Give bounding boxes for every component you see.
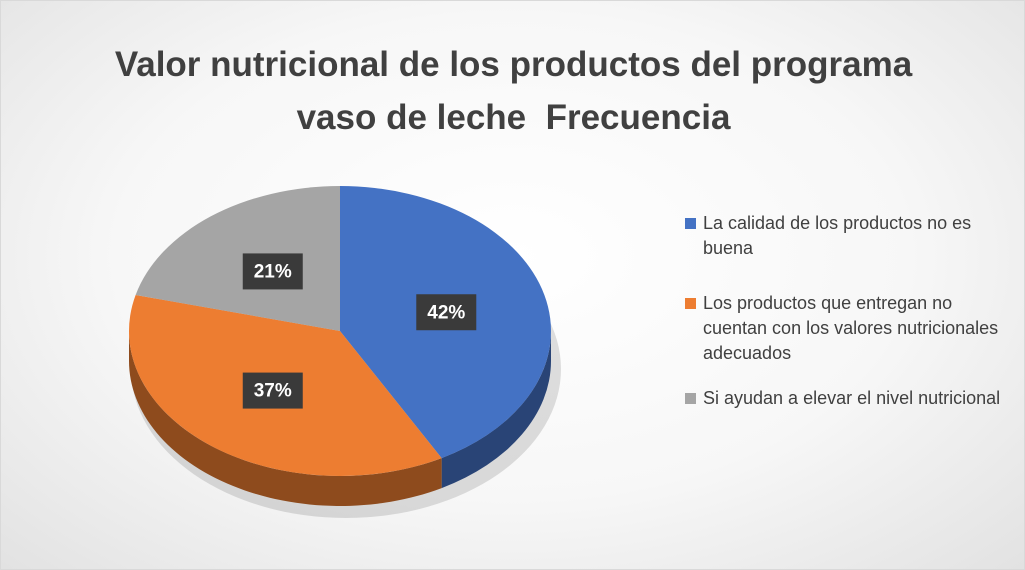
legend: La calidad de los productos no es buena L…: [681, 211, 1011, 441]
legend-entry: La calidad de los productos no es buena: [681, 211, 1011, 261]
chart-title: Valor nutricional de los productos del p…: [114, 45, 922, 137]
data-label: 42%: [427, 302, 465, 323]
legend-swatch: [685, 218, 696, 229]
legend-swatch: [685, 298, 696, 309]
data-label: 21%: [254, 261, 292, 282]
data-label-box: [242, 372, 303, 409]
legend-entry: Los productos que entregan no cuentan co…: [681, 291, 1011, 366]
slice-side: [129, 331, 442, 507]
legend-swatch: [685, 393, 696, 404]
legend-label: Si ayudan a elevar el nivel nutricional: [703, 388, 1001, 408]
data-label-box: [242, 253, 303, 290]
legend-label: La calidad de los productos no es buena: [703, 213, 972, 258]
data-label: 37%: [254, 381, 292, 402]
slice: [135, 186, 340, 331]
data-label-box: [416, 294, 477, 331]
slice-side: [441, 331, 551, 489]
legend-entry: Si ayudan a elevar el nivel nutricional: [681, 386, 1011, 411]
legend-label: Los productos que entregan no cuentan co…: [703, 293, 999, 363]
